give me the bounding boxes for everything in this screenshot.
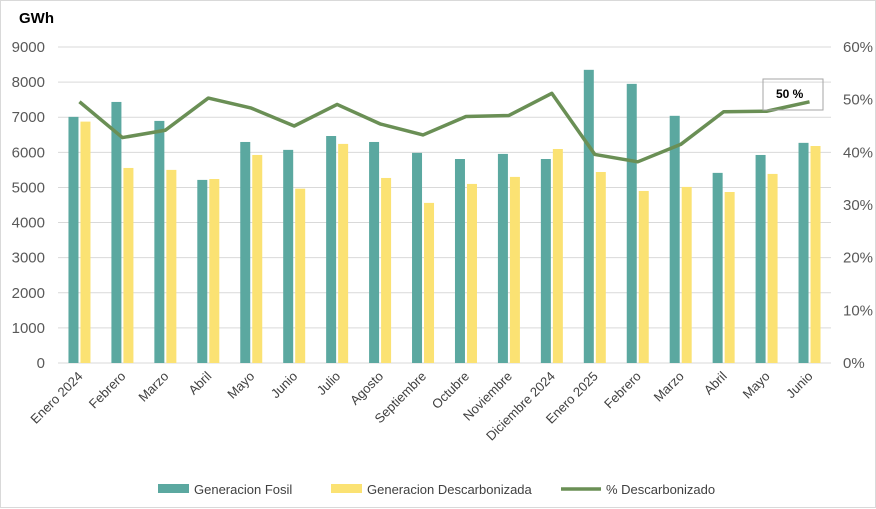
bar-descarbonizada — [424, 202, 435, 363]
line-descarbonizado — [78, 91, 810, 164]
x-tick-label: Agosto — [347, 369, 386, 408]
bar-fosil — [197, 179, 208, 363]
x-tick-label: Octubre — [429, 369, 472, 412]
y2-tick-label: 50% — [843, 92, 873, 109]
y-tick-label: 1000 — [12, 320, 45, 337]
bar-fosil — [154, 120, 165, 363]
bar-descarbonizada — [810, 146, 821, 363]
y-tick-label: 2000 — [12, 285, 45, 302]
bar-descarbonizada — [123, 167, 134, 363]
bar-descarbonizada — [681, 186, 692, 363]
x-tick-label: Mayo — [740, 369, 773, 402]
y-tick-label: 9000 — [12, 39, 45, 56]
bar-descarbonizada — [552, 148, 563, 363]
bar-descarbonizada — [509, 176, 520, 363]
bar-fosil — [454, 159, 465, 363]
x-tick-label: Junio — [783, 369, 816, 402]
bar-fosil — [68, 116, 79, 363]
bar-descarbonizada — [595, 171, 606, 363]
bar-descarbonizada — [724, 192, 735, 363]
bar-descarbonizada — [252, 154, 263, 363]
y-tick-label: 5000 — [12, 179, 45, 196]
x-tick-label: Mayo — [224, 369, 257, 402]
y-tick-label: 0 — [37, 355, 45, 372]
legend-label: Generacion Fosil — [194, 482, 292, 497]
bar-fosil — [669, 115, 680, 363]
bar-fosil — [283, 149, 294, 363]
x-tick-label: Febrero — [601, 369, 644, 412]
bar-descarbonizada — [767, 173, 778, 363]
bar-fosil — [540, 159, 551, 363]
y-tick-label: 7000 — [12, 109, 45, 126]
bar-descarbonizada — [166, 169, 177, 363]
annotation-box: 50 % — [762, 78, 824, 111]
bar-descarbonizada — [638, 190, 649, 363]
bar-fosil — [326, 136, 337, 363]
x-tick-label: Abril — [185, 368, 214, 397]
bar-descarbonizada — [80, 121, 91, 363]
x-tick-label: Febrero — [86, 369, 129, 412]
y2-tick-label: 20% — [843, 250, 873, 267]
legend-label: Generacion Descarbonizada — [367, 482, 533, 497]
y-axis-title: GWh — [19, 10, 54, 27]
bar-fosil — [755, 154, 766, 363]
y2-tick-label: 40% — [843, 144, 873, 161]
y2-tick-label: 30% — [843, 197, 873, 214]
legend-swatch — [158, 484, 189, 493]
y-tick-label: 6000 — [12, 144, 45, 161]
bar-fosil — [369, 141, 380, 363]
y-tick-label: 4000 — [12, 215, 45, 232]
bar-descarbonizada — [209, 179, 220, 363]
bar-descarbonizada — [295, 188, 306, 363]
y2-tick-label: 10% — [843, 302, 873, 319]
bar-fosil — [412, 152, 423, 363]
x-tick-label: Marzo — [135, 369, 171, 405]
y2-tick-label: 60% — [843, 39, 873, 56]
annotation-label: 50 % — [776, 87, 804, 101]
x-tick-label: Junio — [268, 369, 301, 402]
bar-fosil — [583, 69, 594, 364]
bar-fosil — [240, 141, 251, 363]
bar-descarbonizada — [338, 143, 349, 363]
bar-fosil — [497, 153, 508, 363]
x-tick-label: Marzo — [651, 369, 687, 405]
bar-fosil — [111, 101, 122, 364]
legend-swatch — [331, 484, 362, 493]
bar-descarbonizada — [466, 183, 477, 363]
y-tick-label: 8000 — [12, 74, 45, 91]
legend: Generacion Fosil Generacion Descarbonizad… — [158, 482, 715, 497]
x-tick-label: Enero 2024 — [27, 369, 85, 427]
x-tick-label: Abril — [701, 368, 730, 397]
y-tick-label: 3000 — [12, 250, 45, 267]
bar-fosil — [626, 83, 637, 363]
legend-label: % Descarbonizado — [606, 482, 715, 497]
y2-tick-label: 0% — [843, 355, 865, 372]
bar-descarbonizada — [381, 177, 392, 363]
bar-fosil — [712, 172, 723, 363]
x-tick-label: Julio — [314, 369, 344, 399]
bar-fosil — [798, 142, 809, 363]
